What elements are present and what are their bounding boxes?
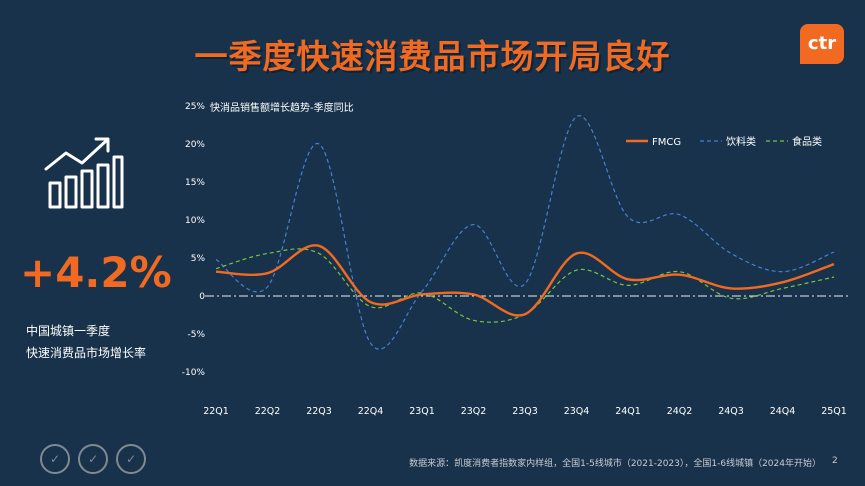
x-tick-label: 24Q4: [770, 406, 796, 417]
legend-label: FMCG: [652, 137, 681, 148]
series-line-0: [215, 244, 835, 317]
certification-badges: ✓ ✓ ✓: [40, 444, 149, 474]
x-tick-label: 23Q1: [409, 406, 435, 417]
page-title: 一季度快速消费品市场开局良好: [194, 37, 671, 76]
page-number: 2: [832, 456, 838, 466]
x-tick-label: 24Q1: [615, 406, 641, 417]
y-tick-label: 25%: [185, 102, 205, 112]
y-tick-label: 0: [199, 292, 205, 302]
y-tick-label: 15%: [185, 178, 205, 188]
chart-title: 快消品销售额增长趋势-季度同比: [210, 101, 354, 114]
ctr-logo: ctr: [800, 24, 844, 64]
growth-chart-icon: [44, 137, 124, 209]
y-tick-label: -5%: [187, 330, 205, 340]
y-tick-label: 20%: [185, 140, 205, 150]
series-line-1: [215, 115, 835, 350]
certification-badge-icon: ✓: [40, 444, 70, 474]
y-tick-label: -10%: [182, 368, 206, 378]
x-tick-label: 22Q4: [358, 406, 384, 417]
x-tick-label: 23Q3: [512, 406, 538, 417]
legend-label: 饮料类: [726, 135, 756, 148]
x-tick-label: 23Q4: [564, 406, 590, 417]
kpi-value: +4.2%: [20, 248, 172, 297]
y-tick-label: 10%: [185, 216, 205, 226]
certification-badge-icon: ✓: [78, 444, 109, 474]
x-tick-label: 24Q3: [718, 406, 744, 417]
x-tick-label: 22Q1: [203, 406, 229, 417]
kpi-description-line2: 快速消费品市场增长率: [26, 346, 147, 360]
x-tick-label: 23Q2: [461, 406, 487, 417]
x-tick-label: 25Q1: [821, 406, 847, 417]
x-tick-label: 24Q2: [667, 406, 693, 417]
legend-label: 食品类: [792, 135, 822, 148]
y-tick-label: 5%: [191, 254, 206, 264]
x-tick-label: 22Q2: [255, 406, 281, 417]
series-line-2: [215, 248, 835, 323]
x-tick-label: 22Q3: [306, 406, 332, 417]
data-source-note: 数据来源：凯度消费者指数家内样组，全国1-5线城市（2021-2023），全国1…: [409, 459, 821, 469]
kpi-description-line1: 中国城镇一季度: [26, 324, 111, 338]
certification-badge-icon: ✓: [116, 444, 147, 474]
